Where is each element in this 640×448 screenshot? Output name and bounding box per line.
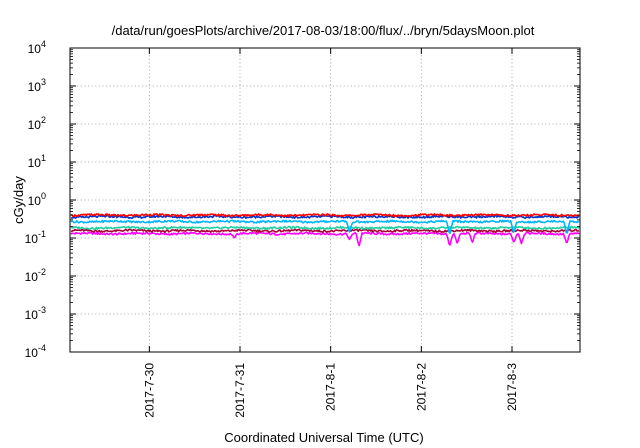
x-tick-label: 2017-7-30: [142, 363, 156, 418]
y-tick-exponent: 2: [41, 115, 46, 125]
series-line: [70, 231, 580, 247]
x-tick-label: 2017-8-3: [505, 363, 519, 411]
y-tick-label: 103: [28, 77, 46, 94]
y-tick-base: 10: [28, 118, 42, 132]
y-tick-label: 10-4: [25, 343, 46, 360]
series-line: [70, 225, 580, 230]
y-tick-exponent: -3: [38, 305, 46, 315]
y-tick-base: 10: [28, 156, 42, 170]
y-tick-base: 10: [25, 308, 39, 322]
y-tick-exponent: 0: [41, 191, 46, 201]
y-tick-label: 100: [28, 191, 46, 208]
y-tick-exponent: 4: [41, 39, 46, 49]
y-tick-base: 10: [28, 42, 42, 56]
series-line: [70, 213, 580, 218]
y-tick-base: 10: [25, 270, 39, 284]
grid: [70, 48, 580, 352]
series-group: [70, 213, 580, 247]
chart-title: /data/run/goesPlots/archive/2017-08-03/1…: [112, 23, 535, 38]
series-line: [70, 228, 580, 233]
y-tick-label: 102: [28, 115, 46, 132]
y-tick-base: 10: [28, 194, 42, 208]
y-tick-base: 10: [28, 80, 42, 94]
y-axis-label: cGy/day: [11, 176, 26, 224]
x-axis-label: Coordinated Universal Time (UTC): [224, 430, 423, 445]
x-axis: 2017-7-30 2017-7-31 2017-8-1 2017-8-2 2017-8…: [142, 48, 519, 418]
x-tick-label: 2017-7-31: [233, 363, 247, 418]
y-tick-base: 10: [25, 346, 39, 360]
y-tick-exponent: -1: [38, 229, 46, 239]
y-tick-label: 104: [28, 39, 46, 56]
y-tick-label: 10-2: [25, 267, 46, 284]
y-tick-exponent: 3: [41, 77, 46, 87]
x-tick-label: 2017-8-1: [324, 363, 338, 411]
series-line: [70, 219, 580, 235]
y-tick-label: 10-1: [25, 229, 46, 246]
y-tick-exponent: -2: [38, 267, 46, 277]
x-tick-label: 2017-8-2: [414, 363, 428, 411]
y-tick-label: 101: [28, 153, 46, 170]
y-tick-exponent: 1: [41, 153, 46, 163]
y-tick-base: 10: [25, 232, 39, 246]
y-tick-label: 10-3: [25, 305, 46, 322]
y-tick-exponent: -4: [38, 343, 46, 353]
